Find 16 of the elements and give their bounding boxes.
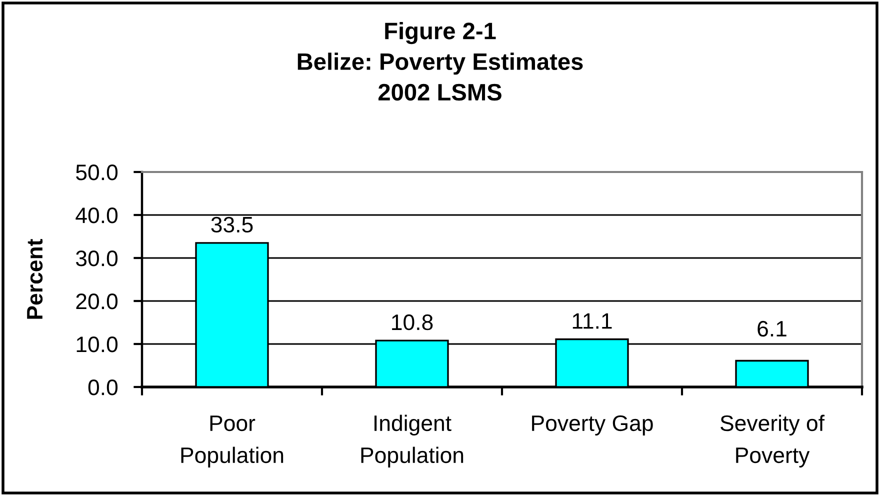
data-label: 10.8: [392, 314, 433, 330]
data-label: 33.5: [211, 216, 253, 233]
x-tick-label: Poverty Gap: [532, 415, 653, 436]
x-tick-label: Poor Population: [181, 416, 284, 468]
y-axis-title: Percent: [27, 239, 43, 319]
y-tick-label: 30.0: [76, 250, 118, 266]
data-label: 11.1: [572, 313, 612, 329]
x-tick-label: Indigent Population: [361, 414, 464, 468]
y-tick-label: 20.0: [76, 294, 118, 310]
y-tick-label: 40.0: [76, 208, 118, 224]
chart-title: Figure 2-1 Belize: Poverty Estimates 2002 LSMS: [298, 22, 583, 101]
y-tick-label: 50.0: [76, 164, 118, 180]
x-tick-label: Severity of Poverty: [720, 414, 825, 468]
data-label: 6.1: [758, 320, 786, 337]
y-tick-label: 10.0: [76, 336, 118, 352]
y-tick-label: 0.0: [88, 380, 118, 396]
